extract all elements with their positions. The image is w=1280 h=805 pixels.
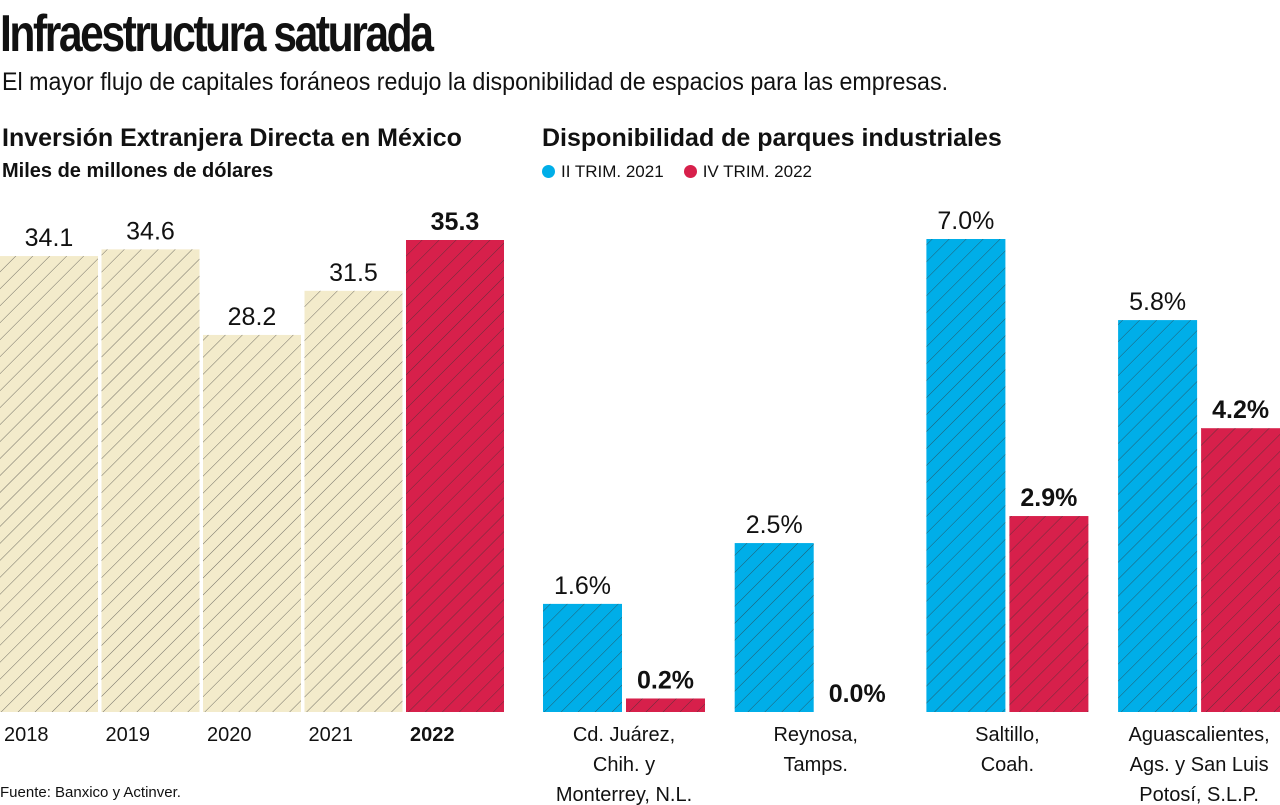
right-chart-title: Disponibilidad de parques industriales — [542, 124, 1002, 152]
bar-2018-hatch — [0, 256, 98, 712]
x-tick-label: 2022 — [410, 724, 455, 746]
x-tick-label: Tamps. — [783, 754, 847, 776]
data-label: 31.5 — [329, 259, 378, 287]
bar-2019-hatch — [101, 249, 200, 712]
data-label: 0.0% — [829, 680, 886, 708]
legend-label: II TRIM. 2021 — [561, 162, 664, 181]
x-tick-label: Saltillo, — [975, 724, 1039, 746]
x-tick-label: Aguascalientes, — [1128, 724, 1269, 746]
bar-2022-hatch — [406, 240, 504, 712]
data-label: 28.2 — [228, 303, 277, 331]
legend-dot-icon — [542, 165, 555, 178]
source-note: Fuente: Banxico y Actinver. — [0, 784, 181, 801]
left-chart-title: Inversión Extranjera Directa en México — [2, 124, 462, 152]
bar-0-1-hatch — [734, 543, 814, 712]
data-label: 4.2% — [1212, 396, 1269, 424]
x-tick-label: 2020 — [207, 724, 252, 746]
legend-item: II TRIM. 2021 — [542, 162, 664, 182]
x-tick-label: Ags. y San Luis — [1130, 754, 1269, 776]
data-label: 34.1 — [25, 224, 74, 252]
bar-1-0-hatch — [626, 698, 705, 712]
legend-item: IV TRIM. 2022 — [683, 162, 812, 182]
data-label: 2.5% — [746, 511, 803, 539]
x-tick-label: 2021 — [309, 724, 354, 746]
x-tick-label: Monterrey, N.L. — [556, 784, 692, 805]
data-label: 5.8% — [1129, 288, 1186, 316]
bar-1-2-hatch — [1009, 516, 1089, 712]
left-chart-unit: Miles de millones de dólares — [2, 160, 274, 182]
x-tick-label: Coah. — [981, 754, 1034, 776]
bar-2020-hatch — [203, 334, 301, 712]
bar-0-3-hatch — [1118, 320, 1198, 712]
x-tick-label: Chih. y — [593, 754, 655, 776]
data-label: 34.6 — [126, 217, 175, 245]
x-tick-label: Reynosa, — [773, 724, 858, 746]
bar-1-3-hatch — [1201, 428, 1280, 712]
x-tick-label: Potosí, S.L.P. — [1139, 784, 1259, 805]
data-label: 1.6% — [554, 572, 611, 600]
bar-2021-hatch — [304, 290, 403, 712]
page-subtitle: El mayor flujo de capitales foráneos red… — [2, 68, 949, 96]
data-label: 0.2% — [637, 666, 694, 694]
legend-dot-icon — [683, 165, 697, 178]
data-label: 2.9% — [1020, 484, 1077, 512]
data-label: 35.3 — [431, 208, 480, 236]
x-tick-label: 2019 — [106, 724, 151, 746]
x-tick-label: 2018 — [4, 724, 49, 746]
bar-0-2-hatch — [926, 239, 1006, 712]
bar-0-0-hatch — [543, 603, 622, 712]
legend-label: IV TRIM. 2022 — [702, 162, 812, 181]
legend: II TRIM. 2021 IV TRIM. 2022 — [542, 162, 812, 182]
data-label: 7.0% — [937, 207, 994, 235]
x-tick-label: Cd. Juárez, — [573, 724, 675, 746]
page-title: Infraestructura saturada — [0, 5, 434, 63]
